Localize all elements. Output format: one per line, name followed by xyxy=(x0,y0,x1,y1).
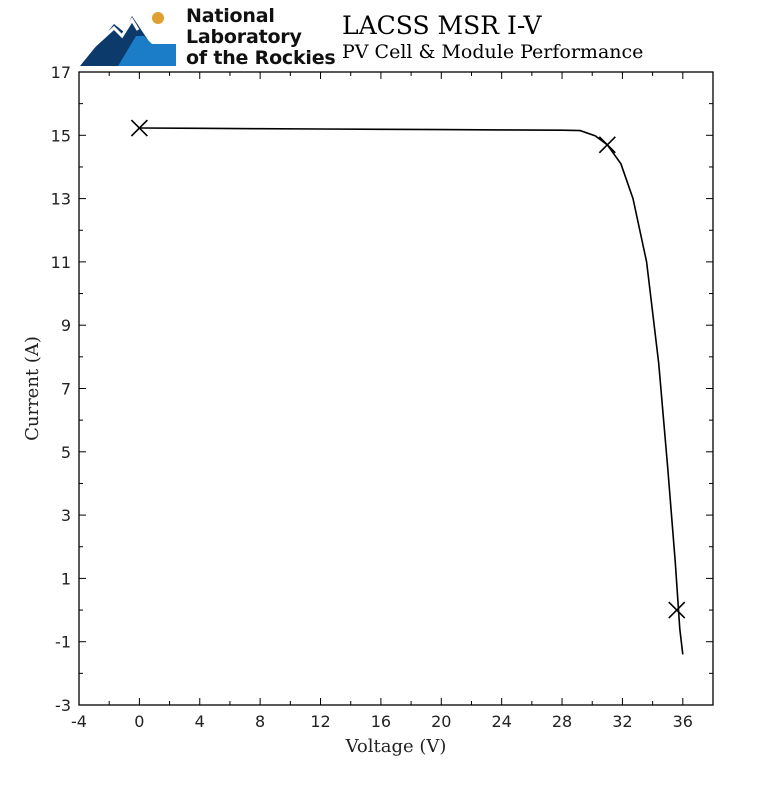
iv-curve-line xyxy=(139,127,684,655)
x-tick-labels: -4 0 4 8 12 16 20 24 28 32 36 xyxy=(71,712,693,731)
y-tick-label: 15 xyxy=(51,126,71,145)
x-tick-label: 8 xyxy=(255,712,265,731)
x-tick-label: 36 xyxy=(673,712,693,731)
x-tick-label: 16 xyxy=(371,712,391,731)
x-tick-label: 32 xyxy=(612,712,632,731)
x-tick-label: 24 xyxy=(491,712,511,731)
marker-voc xyxy=(668,601,686,619)
x-tick-label: 0 xyxy=(134,712,144,731)
axis-ticks xyxy=(78,71,714,706)
mountain-logo-icon xyxy=(80,12,176,66)
marker-isc xyxy=(130,119,148,137)
x-axis-label: Voltage (V) xyxy=(345,736,447,757)
chart-titles: LACSS MSR I-V PV Cell & Module Performan… xyxy=(342,12,643,64)
series-layer xyxy=(139,127,684,655)
x-tick-label: 12 xyxy=(310,712,330,731)
y-tick-label: 17 xyxy=(51,63,71,82)
logo-line-3: of the Rockies xyxy=(186,47,336,69)
y-tick-label: 11 xyxy=(51,253,71,272)
y-tick-label: 1 xyxy=(61,569,71,588)
y-tick-label: 3 xyxy=(61,506,71,525)
logo-line-1: National xyxy=(186,5,275,27)
chart-subtitle: PV Cell & Module Performance xyxy=(342,41,644,63)
nlr-logo: National Laboratory of the Rockies xyxy=(78,6,338,70)
x-tick-label: 28 xyxy=(552,712,572,731)
y-tick-label: -3 xyxy=(55,696,71,715)
y-axis-label: Current (A) xyxy=(22,336,43,441)
chart-title: LACSS MSR I-V xyxy=(342,11,542,40)
logo-text: National Laboratory of the Rockies xyxy=(186,6,336,69)
x-tick-label: 20 xyxy=(431,712,451,731)
marker-layer xyxy=(130,119,686,619)
y-tick-label: -1 xyxy=(55,633,71,652)
marker-pmax xyxy=(598,136,616,154)
y-tick-label: 9 xyxy=(61,316,71,335)
x-tick-label: 4 xyxy=(195,712,205,731)
y-tick-label: 13 xyxy=(51,190,71,209)
y-tick-label: 7 xyxy=(61,380,71,399)
y-tick-label: 5 xyxy=(61,443,71,462)
plot-area xyxy=(78,71,714,706)
x-tick-label: -4 xyxy=(71,712,87,731)
logo-line-2: Laboratory xyxy=(186,26,302,48)
